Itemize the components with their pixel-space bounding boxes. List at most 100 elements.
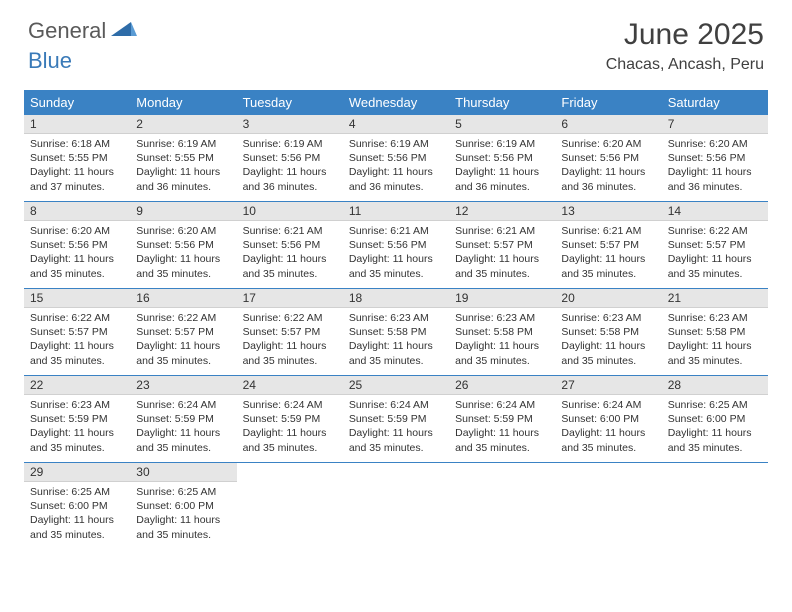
sunrise-line: Sunrise: 6:25 AM bbox=[30, 485, 124, 499]
day-cell: 28Sunrise: 6:25 AMSunset: 6:00 PMDayligh… bbox=[662, 376, 768, 462]
week-row: 29Sunrise: 6:25 AMSunset: 6:00 PMDayligh… bbox=[24, 463, 768, 549]
month-title: June 2025 bbox=[606, 18, 764, 52]
daylight-line: Daylight: 11 hours and 35 minutes. bbox=[30, 513, 124, 541]
day-cell: 15Sunrise: 6:22 AMSunset: 5:57 PMDayligh… bbox=[24, 289, 130, 375]
day-body: Sunrise: 6:23 AMSunset: 5:58 PMDaylight:… bbox=[555, 308, 661, 374]
day-body: Sunrise: 6:20 AMSunset: 5:56 PMDaylight:… bbox=[24, 221, 130, 287]
day-cell: 16Sunrise: 6:22 AMSunset: 5:57 PMDayligh… bbox=[130, 289, 236, 375]
weekday-header: Saturday bbox=[662, 90, 768, 115]
day-number: 10 bbox=[237, 202, 343, 221]
day-cell: 10Sunrise: 6:21 AMSunset: 5:56 PMDayligh… bbox=[237, 202, 343, 288]
sunset-line: Sunset: 5:57 PM bbox=[455, 238, 549, 252]
daylight-line: Daylight: 11 hours and 35 minutes. bbox=[136, 513, 230, 541]
sunset-line: Sunset: 5:55 PM bbox=[136, 151, 230, 165]
weekday-header-row: SundayMondayTuesdayWednesdayThursdayFrid… bbox=[24, 90, 768, 115]
day-body: Sunrise: 6:23 AMSunset: 5:58 PMDaylight:… bbox=[449, 308, 555, 374]
day-number: 25 bbox=[343, 376, 449, 395]
logo-word-1: General bbox=[28, 18, 106, 44]
logo-triangle-icon bbox=[111, 20, 137, 43]
day-body: Sunrise: 6:24 AMSunset: 6:00 PMDaylight:… bbox=[555, 395, 661, 461]
day-number: 9 bbox=[130, 202, 236, 221]
daylight-line: Daylight: 11 hours and 35 minutes. bbox=[30, 339, 124, 367]
day-body: Sunrise: 6:25 AMSunset: 6:00 PMDaylight:… bbox=[24, 482, 130, 548]
day-number: 15 bbox=[24, 289, 130, 308]
daylight-line: Daylight: 11 hours and 36 minutes. bbox=[561, 165, 655, 193]
sunrise-line: Sunrise: 6:20 AM bbox=[136, 224, 230, 238]
day-body: Sunrise: 6:19 AMSunset: 5:56 PMDaylight:… bbox=[449, 134, 555, 200]
day-cell: 20Sunrise: 6:23 AMSunset: 5:58 PMDayligh… bbox=[555, 289, 661, 375]
sunset-line: Sunset: 5:59 PM bbox=[349, 412, 443, 426]
sunset-line: Sunset: 5:56 PM bbox=[349, 238, 443, 252]
day-number: 30 bbox=[130, 463, 236, 482]
sunset-line: Sunset: 5:57 PM bbox=[561, 238, 655, 252]
day-cell: 29Sunrise: 6:25 AMSunset: 6:00 PMDayligh… bbox=[24, 463, 130, 549]
day-number: 11 bbox=[343, 202, 449, 221]
sunset-line: Sunset: 6:00 PM bbox=[561, 412, 655, 426]
sunset-line: Sunset: 5:59 PM bbox=[243, 412, 337, 426]
day-number: 26 bbox=[449, 376, 555, 395]
sunset-line: Sunset: 5:59 PM bbox=[30, 412, 124, 426]
daylight-line: Daylight: 11 hours and 35 minutes. bbox=[561, 339, 655, 367]
sunrise-line: Sunrise: 6:24 AM bbox=[243, 398, 337, 412]
day-number: 21 bbox=[662, 289, 768, 308]
day-cell: 3Sunrise: 6:19 AMSunset: 5:56 PMDaylight… bbox=[237, 115, 343, 201]
sunset-line: Sunset: 5:58 PM bbox=[668, 325, 762, 339]
day-body: Sunrise: 6:19 AMSunset: 5:56 PMDaylight:… bbox=[237, 134, 343, 200]
day-cell: 18Sunrise: 6:23 AMSunset: 5:58 PMDayligh… bbox=[343, 289, 449, 375]
location-text: Chacas, Ancash, Peru bbox=[606, 56, 764, 74]
sunrise-line: Sunrise: 6:19 AM bbox=[455, 137, 549, 151]
day-cell: 23Sunrise: 6:24 AMSunset: 5:59 PMDayligh… bbox=[130, 376, 236, 462]
weekday-header: Monday bbox=[130, 90, 236, 115]
calendar-table: SundayMondayTuesdayWednesdayThursdayFrid… bbox=[24, 90, 768, 549]
week-row: 1Sunrise: 6:18 AMSunset: 5:55 PMDaylight… bbox=[24, 115, 768, 202]
day-body: Sunrise: 6:23 AMSunset: 5:58 PMDaylight:… bbox=[343, 308, 449, 374]
day-number: 2 bbox=[130, 115, 236, 134]
sunset-line: Sunset: 5:57 PM bbox=[136, 325, 230, 339]
day-number: 4 bbox=[343, 115, 449, 134]
sunset-line: Sunset: 5:59 PM bbox=[136, 412, 230, 426]
day-body: Sunrise: 6:22 AMSunset: 5:57 PMDaylight:… bbox=[130, 308, 236, 374]
day-body: Sunrise: 6:18 AMSunset: 5:55 PMDaylight:… bbox=[24, 134, 130, 200]
daylight-line: Daylight: 11 hours and 36 minutes. bbox=[349, 165, 443, 193]
sunrise-line: Sunrise: 6:23 AM bbox=[455, 311, 549, 325]
logo-word-2: Blue bbox=[28, 48, 72, 73]
sunrise-line: Sunrise: 6:23 AM bbox=[30, 398, 124, 412]
sunrise-line: Sunrise: 6:24 AM bbox=[349, 398, 443, 412]
daylight-line: Daylight: 11 hours and 35 minutes. bbox=[30, 426, 124, 454]
day-cell: 12Sunrise: 6:21 AMSunset: 5:57 PMDayligh… bbox=[449, 202, 555, 288]
daylight-line: Daylight: 11 hours and 35 minutes. bbox=[455, 426, 549, 454]
day-cell: 7Sunrise: 6:20 AMSunset: 5:56 PMDaylight… bbox=[662, 115, 768, 201]
daylight-line: Daylight: 11 hours and 36 minutes. bbox=[668, 165, 762, 193]
weekday-header: Wednesday bbox=[343, 90, 449, 115]
day-number: 17 bbox=[237, 289, 343, 308]
page-header: General June 2025 Chacas, Ancash, Peru bbox=[0, 0, 792, 82]
sunrise-line: Sunrise: 6:18 AM bbox=[30, 137, 124, 151]
sunrise-line: Sunrise: 6:20 AM bbox=[561, 137, 655, 151]
day-body: Sunrise: 6:20 AMSunset: 5:56 PMDaylight:… bbox=[662, 134, 768, 200]
daylight-line: Daylight: 11 hours and 35 minutes. bbox=[349, 339, 443, 367]
daylight-line: Daylight: 11 hours and 35 minutes. bbox=[668, 426, 762, 454]
day-number: 7 bbox=[662, 115, 768, 134]
daylight-line: Daylight: 11 hours and 35 minutes. bbox=[349, 252, 443, 280]
day-cell: 26Sunrise: 6:24 AMSunset: 5:59 PMDayligh… bbox=[449, 376, 555, 462]
daylight-line: Daylight: 11 hours and 35 minutes. bbox=[30, 252, 124, 280]
sunrise-line: Sunrise: 6:24 AM bbox=[136, 398, 230, 412]
day-body: Sunrise: 6:24 AMSunset: 5:59 PMDaylight:… bbox=[130, 395, 236, 461]
daylight-line: Daylight: 11 hours and 35 minutes. bbox=[349, 426, 443, 454]
day-cell bbox=[449, 463, 555, 549]
day-number: 20 bbox=[555, 289, 661, 308]
sunset-line: Sunset: 6:00 PM bbox=[136, 499, 230, 513]
day-body: Sunrise: 6:22 AMSunset: 5:57 PMDaylight:… bbox=[237, 308, 343, 374]
sunset-line: Sunset: 6:00 PM bbox=[30, 499, 124, 513]
sunset-line: Sunset: 5:57 PM bbox=[243, 325, 337, 339]
sunrise-line: Sunrise: 6:25 AM bbox=[668, 398, 762, 412]
day-body: Sunrise: 6:19 AMSunset: 5:56 PMDaylight:… bbox=[343, 134, 449, 200]
day-number: 23 bbox=[130, 376, 236, 395]
day-number: 14 bbox=[662, 202, 768, 221]
sunset-line: Sunset: 5:56 PM bbox=[136, 238, 230, 252]
day-body: Sunrise: 6:24 AMSunset: 5:59 PMDaylight:… bbox=[343, 395, 449, 461]
day-cell: 19Sunrise: 6:23 AMSunset: 5:58 PMDayligh… bbox=[449, 289, 555, 375]
day-number: 28 bbox=[662, 376, 768, 395]
sunrise-line: Sunrise: 6:24 AM bbox=[455, 398, 549, 412]
day-body: Sunrise: 6:22 AMSunset: 5:57 PMDaylight:… bbox=[662, 221, 768, 287]
